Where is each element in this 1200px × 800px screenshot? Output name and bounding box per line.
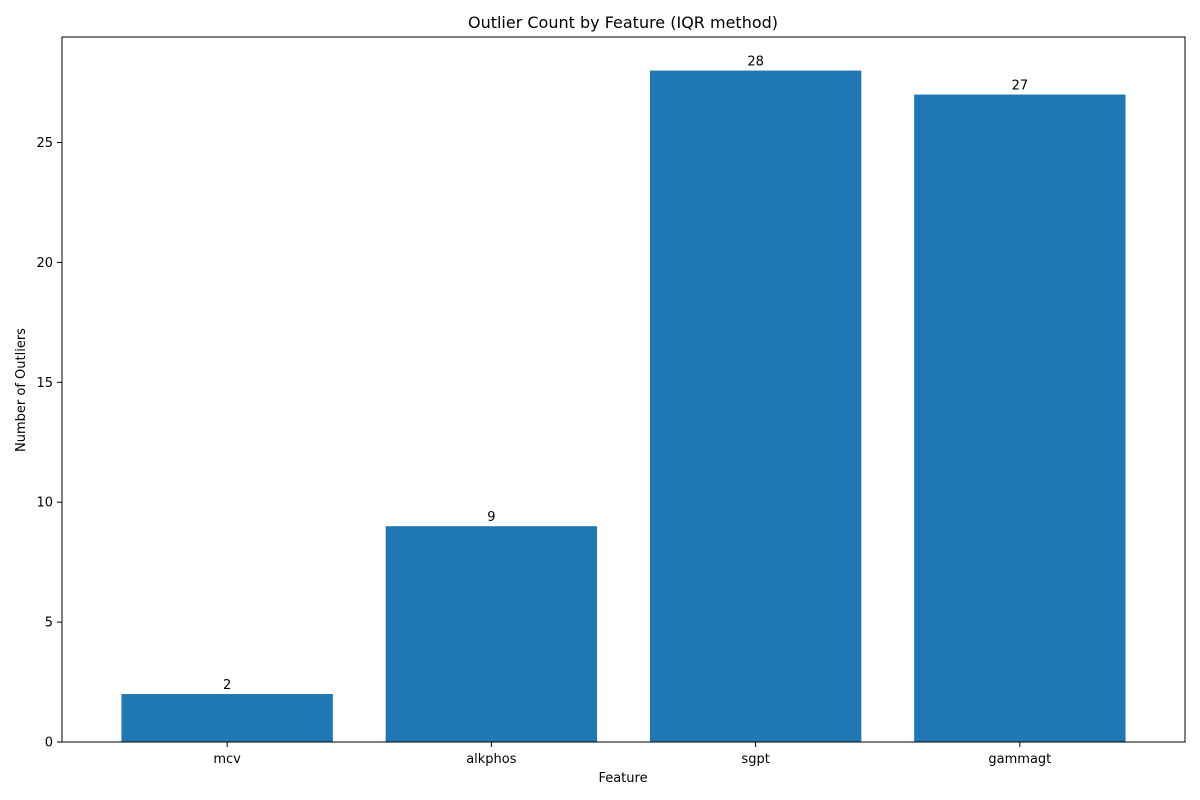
- data-label-gammagt: 27: [1012, 79, 1029, 94]
- y-tick-label-20: 20: [36, 256, 53, 271]
- y-tick-label-0: 0: [45, 736, 53, 751]
- bar-gammagt: [914, 94, 1126, 742]
- y-axis: 0 5 10 15 20 25: [36, 136, 62, 751]
- x-tick-label-gammagt: gammagt: [988, 752, 1051, 767]
- chart-title: Outlier Count by Feature (IQR method): [468, 13, 778, 32]
- y-tick-label-25: 25: [36, 136, 53, 151]
- y-tick-label-10: 10: [36, 496, 53, 511]
- data-label-alkphos: 9: [487, 510, 495, 525]
- bar-mcv: [121, 694, 333, 742]
- x-tick-label-alkphos: alkphos: [466, 752, 517, 767]
- y-tick-label-5: 5: [45, 616, 53, 631]
- plot-frame: [61, 36, 1186, 743]
- x-axis-label: Feature: [598, 771, 647, 786]
- bars-layer: [121, 70, 1126, 743]
- data-label-sgpt: 28: [747, 55, 764, 70]
- data-label-mcv: 2: [223, 678, 231, 693]
- x-tick-label-mcv: mcv: [213, 752, 241, 767]
- x-axis: mcv alkphos sgpt gammagt: [213, 742, 1051, 767]
- bar-sgpt: [649, 70, 862, 743]
- x-tick-label-sgpt: sgpt: [741, 752, 769, 767]
- y-axis-label: Number of Outliers: [14, 328, 29, 452]
- y-tick-label-15: 15: [36, 376, 53, 391]
- bar-alkphos: [385, 526, 598, 742]
